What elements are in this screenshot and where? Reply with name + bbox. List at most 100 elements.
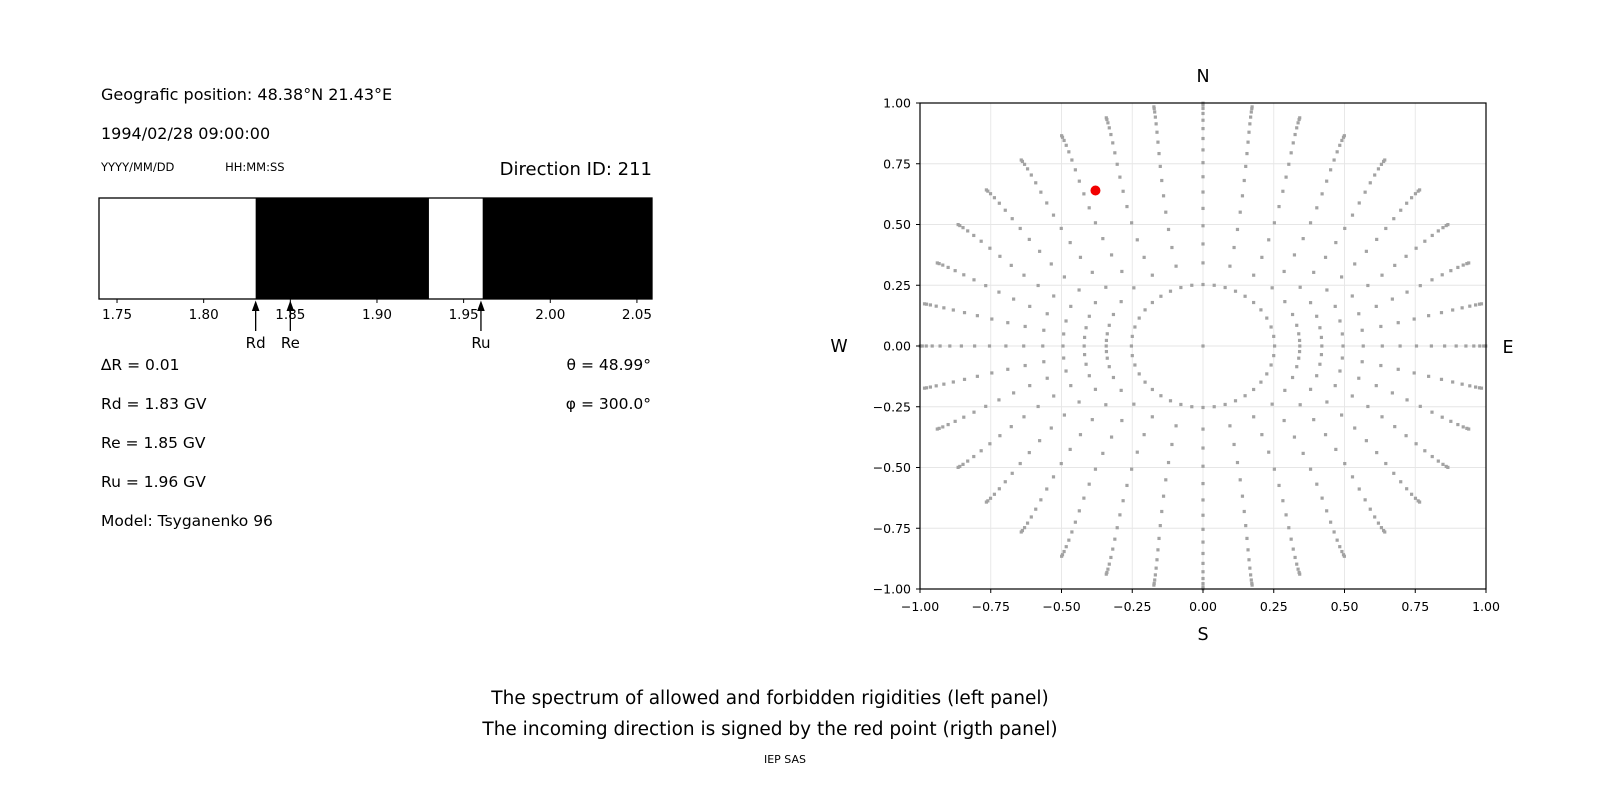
scatter-dot xyxy=(998,254,1002,258)
scatter-dot xyxy=(1201,540,1205,544)
scatter-dot xyxy=(1084,326,1088,330)
arrow-label: Re xyxy=(281,334,300,352)
scatter-dot xyxy=(1132,402,1136,406)
scatter-dot xyxy=(1477,386,1482,390)
scatter-dot xyxy=(1062,413,1066,417)
arrow-head-icon xyxy=(477,300,485,311)
scatter-dot xyxy=(1340,413,1344,417)
scatter-dot xyxy=(1121,499,1125,503)
spectrum-segment xyxy=(428,198,483,299)
scatter-dot xyxy=(1069,384,1073,388)
scatter-dot xyxy=(946,422,950,427)
scatter-dot xyxy=(1363,498,1367,502)
scatter-dot xyxy=(1012,297,1016,301)
scatter-dot xyxy=(1027,237,1031,242)
scatter-dot xyxy=(1315,206,1319,210)
scatter-dot xyxy=(1082,353,1087,357)
scatter-dot xyxy=(1340,138,1344,143)
scatter-dot xyxy=(1318,326,1322,330)
scatter-dot xyxy=(1283,300,1287,304)
scatter-dot xyxy=(1111,312,1116,317)
scatter-dot xyxy=(1212,405,1216,409)
scatter-dot xyxy=(1153,110,1157,114)
scatter-dot xyxy=(1156,548,1160,552)
scatter-dot xyxy=(1245,536,1249,541)
scatter-dot xyxy=(992,492,997,496)
scatter-dot xyxy=(920,344,924,348)
scatter-dot xyxy=(1118,175,1122,179)
scatter-dot xyxy=(1332,158,1336,162)
scatter-dot xyxy=(1284,513,1288,517)
tick-label: −0.50 xyxy=(873,460,911,475)
scatter-dot xyxy=(1104,285,1108,289)
scatter-dot xyxy=(1152,581,1156,585)
scatter-dot xyxy=(1287,526,1291,530)
scatter-dot xyxy=(1430,454,1434,459)
scatter-dot xyxy=(997,201,1001,205)
scatter-dot xyxy=(1409,492,1414,496)
scatter-dot xyxy=(1267,450,1271,454)
scatter-dot xyxy=(1329,168,1333,172)
scatter-dot xyxy=(1060,134,1064,138)
scatter-dot xyxy=(1464,344,1468,348)
scatter-dot xyxy=(1366,404,1370,409)
compass-east-label: E xyxy=(1502,338,1513,358)
datetime-text: 1994/02/28 09:00:00 xyxy=(101,124,271,143)
scatter-dot xyxy=(1154,566,1158,570)
scatter-dot xyxy=(1051,475,1056,479)
scatter-dot xyxy=(1298,572,1302,576)
scatter-dot xyxy=(988,246,992,250)
scatter-dot xyxy=(1282,269,1286,274)
scatter-dot xyxy=(1179,285,1183,290)
scatter-dot xyxy=(1334,240,1338,245)
scatter-dot xyxy=(1295,126,1299,130)
scatter-dot xyxy=(1315,314,1319,318)
scatter-dot xyxy=(1252,387,1256,392)
scatter-dot xyxy=(1022,526,1027,530)
scatter-dot xyxy=(937,426,941,430)
scatter-dot xyxy=(1028,304,1032,308)
scatter-dot xyxy=(1449,419,1453,423)
scatter-dot xyxy=(1245,151,1249,156)
tick-label: 0.00 xyxy=(883,339,911,354)
scatter-dot xyxy=(1170,442,1174,447)
scatter-dot xyxy=(962,273,966,277)
scatter-dot xyxy=(1160,178,1164,183)
scatter-dot xyxy=(924,302,929,306)
scatter-dot xyxy=(1249,578,1253,582)
scatter-dot xyxy=(1473,385,1478,389)
scatter-dot xyxy=(1120,418,1124,423)
datetime-format-labels: YYYY/MM/DD HH:MM:SS xyxy=(101,160,285,174)
scatter-dot xyxy=(1414,344,1419,348)
scatter-dot xyxy=(1073,520,1077,524)
ru-value: Ru = 1.96 GV xyxy=(101,473,206,491)
scatter-dot xyxy=(1201,561,1205,565)
scatter-dot xyxy=(1106,121,1110,125)
scatter-dot xyxy=(1338,369,1342,373)
scatter-dot xyxy=(1325,288,1329,292)
scatter-dot xyxy=(1465,262,1469,266)
scatter-dot xyxy=(1111,547,1115,551)
scatter-dot xyxy=(1439,377,1444,381)
scatter-dot xyxy=(1376,167,1381,171)
tick-label: 0.75 xyxy=(883,156,911,171)
scatter-dot xyxy=(1250,581,1254,585)
scatter-dot xyxy=(1380,344,1384,348)
scatter-dot xyxy=(1018,461,1022,466)
scatter-dot xyxy=(1398,344,1402,348)
scatter-dot xyxy=(1045,487,1049,491)
scatter-dot xyxy=(1277,204,1281,209)
scatter-dot xyxy=(1120,269,1124,274)
scatter-dot xyxy=(1143,380,1147,384)
scatter-dot xyxy=(1384,461,1388,466)
scatter-dot xyxy=(924,344,928,348)
scatter-dot xyxy=(997,290,1001,294)
arrow-label: Rd xyxy=(246,334,266,352)
scatter-dot xyxy=(1272,467,1276,471)
scatter-dot xyxy=(1353,262,1357,266)
scatter-dot xyxy=(1019,158,1023,162)
scatter-dot xyxy=(1101,237,1105,241)
x-tick-labels: −1.00 −0.75 −0.50 −0.25 0.00 0.25 0.50 0.75 1.00 xyxy=(901,589,1500,614)
scatter-dot xyxy=(1135,238,1139,242)
scatter-dot xyxy=(1270,402,1274,406)
